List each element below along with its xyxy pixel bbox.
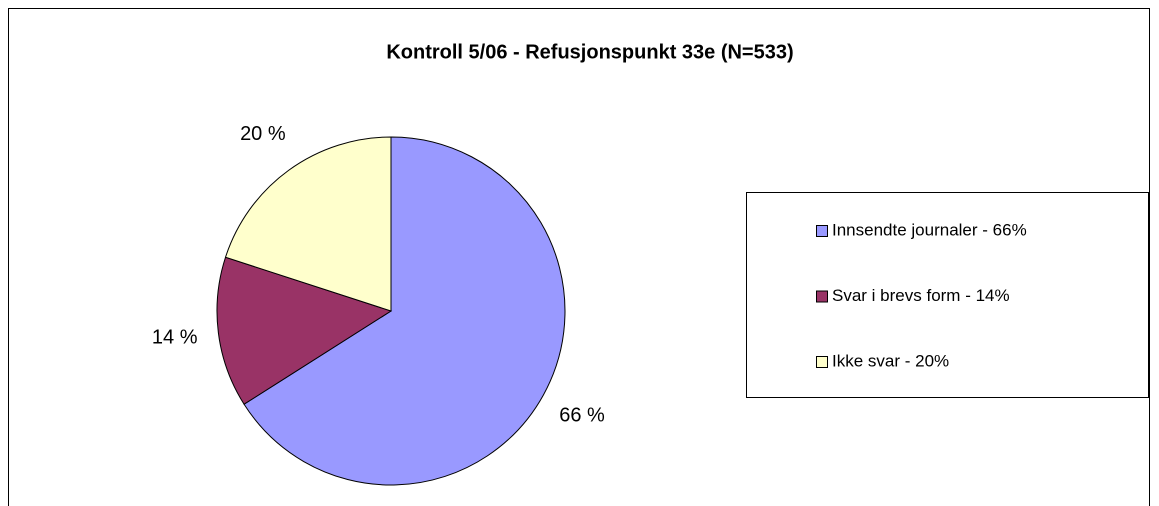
legend-box [746, 192, 1149, 398]
data-label: 20 % [240, 123, 286, 145]
pie-slice [243, 136, 566, 486]
legend-swatch [816, 225, 828, 237]
pie-slice [216, 256, 393, 405]
pie-slice [224, 136, 392, 312]
legend-label: Innsendte journaler - 66% [832, 220, 1027, 239]
legend-swatch [816, 356, 828, 368]
data-label: 14 % [152, 327, 198, 349]
legend-swatch [816, 290, 828, 303]
legend-label: Svar i brevs form - 14% [832, 286, 1010, 305]
legend-label: Ikke svar - 20% [832, 351, 949, 370]
chart-title: Kontroll 5/06 - Refusjonspunkt 33e (N=53… [386, 41, 793, 63]
data-label: 66 % [559, 404, 605, 426]
